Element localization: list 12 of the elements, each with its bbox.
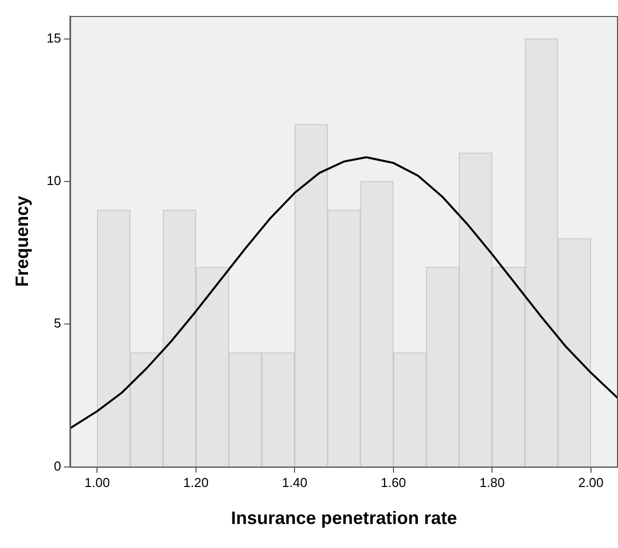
x-tick-label: 2.00 [578,475,604,490]
x-tick-label: 1.40 [282,475,308,490]
x-tick-label: 1.20 [183,475,209,490]
x-tick-label: 1.60 [380,475,406,490]
x-tick-label: 1.80 [479,475,505,490]
y-tick-label: 15 [46,30,62,46]
y-axis-title: Frequency [12,196,32,287]
x-tick-label: 1.00 [84,475,110,490]
x-axis-title: Insurance penetration rate [230,508,458,528]
y-tick-label: 0 [54,458,62,474]
y-tick-label: 5 [54,316,62,331]
y-tick-label: 10 [46,173,62,188]
